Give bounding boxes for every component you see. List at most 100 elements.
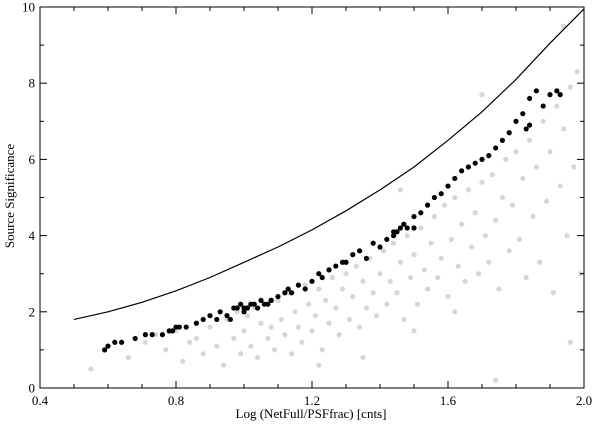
gray-data-point (329, 274, 335, 281)
black-data-point (370, 240, 376, 246)
gray-data-point (537, 259, 543, 265)
black-data-point (142, 332, 148, 338)
black-data-point (506, 130, 512, 136)
x-tick-label: 2.0 (576, 393, 592, 408)
gray-data-point (438, 255, 444, 262)
gray-data-point (401, 316, 407, 323)
gray-data-point (462, 278, 468, 284)
black-data-point (170, 328, 176, 334)
gray-data-point (418, 225, 424, 231)
black-data-point (520, 111, 526, 117)
gray-data-point (557, 183, 563, 189)
gray-data-point (278, 316, 284, 323)
gray-data-point (316, 362, 322, 368)
black-data-point (159, 332, 165, 338)
gray-data-point (289, 351, 295, 357)
gray-data-point (499, 194, 505, 201)
gray-data-point (374, 313, 380, 319)
black-data-point (289, 290, 295, 296)
gray-data-point (221, 362, 227, 368)
gray-data-point (561, 126, 567, 132)
gray-data-point (465, 187, 471, 193)
gray-data-point (513, 149, 519, 155)
gray-data-point (336, 332, 342, 338)
black-data-point (255, 305, 261, 311)
black-data-point (465, 164, 471, 170)
black-data-point (472, 160, 478, 166)
gray-data-point (214, 343, 220, 349)
gray-data-point (523, 274, 529, 281)
gray-data-point (272, 347, 278, 353)
black-data-point (176, 324, 182, 330)
gray-data-point (421, 267, 427, 273)
black-data-point (377, 244, 383, 250)
gray-data-point (346, 316, 352, 323)
black-data-point (275, 293, 281, 300)
gray-data-point (574, 69, 580, 75)
gray-data-point (408, 274, 414, 281)
black-data-point (404, 225, 410, 231)
y-tick-label: 10 (22, 0, 35, 15)
black-data-point (357, 248, 363, 254)
y-tick-label: 8 (29, 76, 36, 91)
y-tick-label: 4 (29, 228, 36, 243)
gray-data-point (452, 194, 458, 201)
black-data-point (309, 278, 315, 284)
gray-data-point (455, 263, 461, 269)
x-axis-label: Log (NetFull/PSFfrac) [cnts] (236, 406, 387, 421)
y-tick-label: 0 (29, 381, 36, 396)
black-data-point (527, 95, 533, 102)
gray-data-point (397, 187, 403, 193)
black-data-point (527, 122, 533, 128)
gray-data-point (411, 252, 417, 258)
gray-data-point (567, 339, 574, 345)
gray-data-point (380, 248, 386, 254)
gray-data-point (414, 301, 420, 307)
gray-data-point (448, 236, 454, 243)
black-data-point (102, 347, 108, 353)
black-points-layer (102, 88, 563, 353)
gray-data-point (530, 213, 536, 220)
gray-data-point (180, 358, 186, 364)
gray-data-point (377, 271, 383, 277)
black-data-point (183, 324, 189, 330)
gray-data-point (469, 244, 475, 250)
gray-data-point (520, 175, 526, 182)
black-data-point (207, 313, 213, 319)
gray-data-point (425, 286, 431, 292)
black-data-point (193, 320, 199, 326)
black-data-point (105, 343, 111, 349)
gray-data-point (88, 366, 94, 372)
gray-data-point (316, 286, 322, 292)
gray-data-point (496, 286, 502, 292)
black-data-point (200, 316, 206, 323)
gray-data-point (238, 351, 244, 357)
gray-data-point (435, 274, 441, 281)
gray-data-point (493, 217, 499, 223)
gray-data-point (547, 149, 553, 155)
black-data-point (302, 286, 308, 292)
gray-data-point (411, 328, 417, 334)
gray-data-point (275, 297, 281, 303)
gray-data-point (387, 278, 393, 284)
y-tick-label: 2 (29, 304, 36, 319)
gray-data-point (323, 297, 329, 303)
gray-data-point (142, 339, 148, 345)
gray-data-point (384, 301, 390, 307)
black-data-point (241, 309, 247, 315)
black-data-point (326, 267, 332, 273)
black-data-point (244, 305, 250, 311)
gray-data-point (493, 377, 499, 383)
gray-data-point (544, 198, 550, 204)
black-data-point (411, 213, 417, 220)
axes-layer: 0.4 0.8 1.2 1.6 2.0 0 2 4 6 8 10 (22, 0, 592, 408)
black-data-point (238, 301, 244, 307)
black-data-point (282, 290, 288, 296)
gray-data-point (255, 354, 261, 361)
gray-data-point (357, 324, 363, 330)
black-data-point (438, 191, 444, 197)
black-data-point (214, 316, 220, 323)
gray-data-point (489, 172, 495, 178)
gray-data-point (452, 309, 458, 315)
